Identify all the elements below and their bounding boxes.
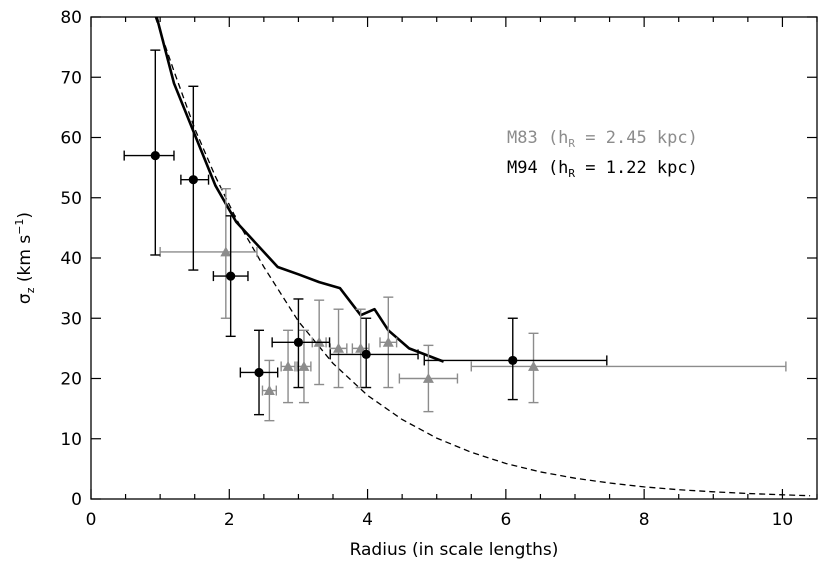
data-point-m83 (298, 360, 310, 371)
legend: M83 (hR = 2.45 kpc) M94 (hR = 1.22 kpc) (507, 128, 698, 180)
plot-frame (90, 16, 818, 500)
line-model-solid (155, 17, 445, 363)
legend-entry-m94: M94 (hR = 1.22 kpc) (507, 158, 698, 180)
y-tick-label: 60 (60, 129, 82, 149)
x-tick-label: 2 (224, 510, 235, 530)
x-tick-label: 6 (500, 510, 511, 530)
x-tick-labels: 0 2 4 6 8 10 (86, 510, 794, 530)
data-point-m94 (361, 349, 371, 359)
data-point-m83 (220, 246, 232, 257)
data-point-m94 (188, 175, 198, 185)
data-point-m94 (508, 355, 518, 366)
x-axis-label: Radius (in scale lengths) (350, 540, 559, 560)
x-tick-label: 8 (639, 510, 650, 530)
data-point-m83 (528, 360, 540, 371)
y-axis-label-symbol: σ (15, 293, 35, 304)
series-m83 (159, 188, 787, 422)
data-point-m83 (422, 373, 434, 383)
y-axis-label: σz (km s−1) (13, 212, 37, 304)
data-point-m83 (333, 342, 345, 353)
legend-entry-m83: M83 (hR = 2.45 kpc) (507, 128, 698, 150)
data-point-m83 (282, 360, 294, 371)
data-point-m94 (254, 367, 264, 378)
legend-m83-sub: R (568, 137, 575, 150)
x-tick-label: 10 (772, 510, 794, 530)
x-tick-label: 0 (86, 510, 97, 530)
legend-m94-suffix: = 1.22 kpc) (575, 158, 698, 178)
series-m94 (123, 49, 608, 416)
data-point-m94 (226, 271, 236, 281)
y-tick-label: 20 (60, 370, 82, 390)
y-tick-label: 40 (60, 249, 82, 269)
data-point-m83 (355, 342, 367, 353)
y-axis-label-subscript: z (24, 287, 37, 293)
legend-m94-prefix: M94 (h (507, 158, 568, 178)
axis-ticks (90, 16, 818, 500)
legend-m83-suffix: = 2.45 kpc) (575, 128, 698, 148)
y-axis-label-superscript: −1 (13, 219, 26, 235)
data-point-m83 (263, 385, 275, 395)
y-tick-label: 30 (60, 309, 82, 329)
y-axis-label-unit-close: ) (15, 212, 35, 219)
legend-m83-prefix: M83 (h (507, 128, 568, 148)
y-tick-label: 70 (60, 68, 82, 88)
legend-m94-sub: R (568, 167, 575, 180)
y-tick-label: 10 (60, 430, 82, 450)
x-tick-label: 4 (362, 510, 373, 530)
data-series (123, 49, 787, 422)
y-tick-label: 80 (60, 8, 82, 28)
y-tick-label: 0 (71, 490, 82, 510)
y-tick-label: 50 (60, 189, 82, 209)
data-point-m94 (293, 337, 304, 347)
data-point-m94 (150, 150, 160, 161)
y-axis-label-unit: (km s (15, 235, 35, 288)
line-model-dashed (154, 17, 811, 497)
data-point-m83 (382, 336, 394, 347)
model-curves (154, 17, 811, 497)
y-tick-labels: 0 10 20 30 40 50 60 70 80 (60, 8, 82, 510)
